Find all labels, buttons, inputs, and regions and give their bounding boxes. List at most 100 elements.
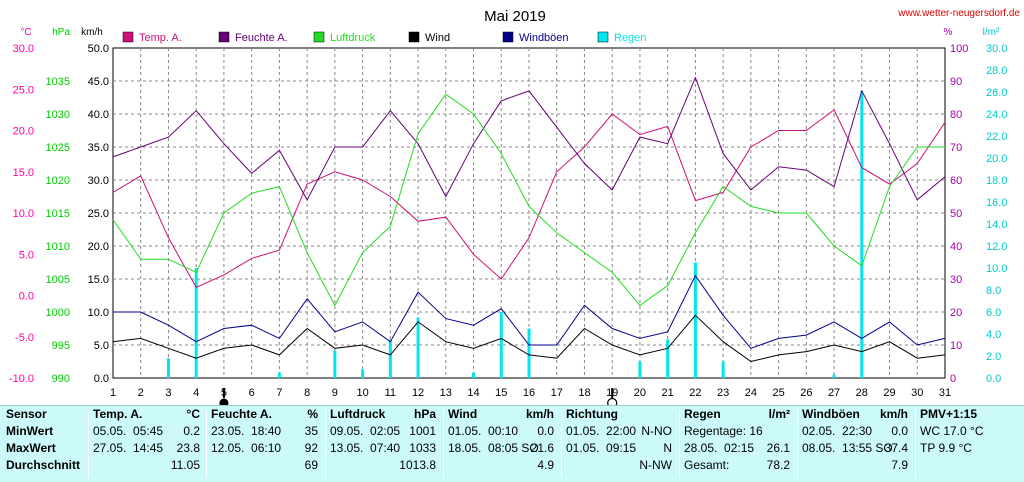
- row-label-max: MaxWert: [6, 441, 56, 455]
- axis-tick-hpa: 1035: [46, 76, 70, 88]
- x-tick-label: 26: [800, 387, 812, 399]
- axis-tick-kmh: 20.0: [88, 241, 109, 253]
- axis-tick-pct: 90: [950, 76, 962, 88]
- x-tick-label: 10: [356, 387, 368, 399]
- x-tick-label: 22: [689, 387, 701, 399]
- axis-tick-rain: 4.0: [986, 329, 1001, 341]
- gust-avg-value: 7.9: [891, 458, 908, 472]
- axis-tick-hpa: 1025: [46, 142, 70, 154]
- axis-tick-rain: 20.0: [986, 153, 1007, 165]
- press-avg-value: 1013.8: [399, 458, 436, 472]
- pmv-header: PMV+1:15: [920, 407, 978, 421]
- rain-total-label: Gesamt:: [684, 458, 730, 472]
- legend-label: Regen: [614, 32, 646, 44]
- press-unit: hPa: [413, 407, 436, 421]
- rain-bar: [860, 90, 864, 379]
- series-line-tempa: [112, 109, 946, 288]
- press-max-value: 1033: [409, 441, 436, 455]
- x-tick-label: 31: [939, 387, 951, 399]
- dir-max-date: 01.05.: [566, 441, 600, 455]
- legend-label: Temp. A.: [139, 32, 182, 44]
- axis-tick-hpa: 1000: [46, 307, 70, 319]
- axis-tick-temp: 30.0: [13, 43, 34, 55]
- gust-max-date: 08.05.: [802, 441, 836, 455]
- weather-chart: Mai 2019 www.wetter-neugersdorf.de 12345…: [8, 8, 1021, 405]
- dir-min-value: N-NO: [641, 424, 672, 438]
- axis-tick-rain: 2.0: [986, 351, 1001, 363]
- temp-max-date: 27.05.: [93, 441, 127, 455]
- legend-label: Wind: [425, 32, 450, 44]
- rain-bar: [416, 317, 420, 378]
- rain-bar: [194, 268, 198, 378]
- dir-min-time: 22:00: [606, 424, 637, 438]
- hum-avg-value: 69: [304, 458, 318, 472]
- gust-stats: Windböen km/h 02.05. 22:30 0.0 08.05. 13:5…: [802, 406, 912, 482]
- axis-tick-hpa: 1030: [46, 109, 70, 121]
- wind-max-date: 18.05.: [448, 441, 482, 455]
- x-tick-label: 28: [856, 387, 868, 399]
- axis-tick-temp: -10.0: [9, 373, 34, 385]
- rain-bar: [472, 372, 476, 378]
- series-line-feuchtea: [112, 76, 946, 201]
- temp-min-time: 05:45: [133, 424, 164, 438]
- temp-min-value: 0.2: [183, 424, 200, 438]
- source-link[interactable]: www.wetter-neugersdorf.de: [897, 8, 1020, 19]
- legend-label: Feuchte A.: [235, 32, 288, 44]
- series-line-luftdruck: [112, 93, 945, 307]
- rain-days: Regentage: 16: [684, 424, 763, 438]
- axis-tick-hpa: 1020: [46, 175, 70, 187]
- gust-min-date: 02.05.: [802, 424, 836, 438]
- pressure-stats: Luftdruck hPa 09.05. 02:05 1001 13.05. 07:…: [330, 406, 440, 482]
- rain-unit: l/m²: [768, 407, 790, 421]
- direction-stats: Richtung 01.05. 22:00 N-NO 01.05. 09:15 N …: [566, 406, 676, 482]
- new-moon-icon: [219, 398, 229, 405]
- dir-max-time: 09:15: [606, 441, 637, 455]
- press-min-time: 02:05: [370, 424, 401, 438]
- axis-tick-rain: 24.0: [986, 109, 1007, 121]
- axis-tick-pct: 80: [950, 109, 962, 121]
- row-label-avg: Durchschnitt: [6, 458, 81, 472]
- axis-tick-pct: 30: [950, 274, 962, 286]
- wind-header: Wind: [448, 407, 478, 421]
- wind-max-value: 21.6: [530, 441, 554, 455]
- temp-max-value: 23.8: [176, 441, 200, 455]
- axis-tick-rain: 30.0: [986, 43, 1007, 55]
- rain-bar: [277, 372, 281, 378]
- hum-min-date: 23.05.: [211, 424, 245, 438]
- press-header: Luftdruck: [330, 407, 386, 421]
- axis-tick-pct: 70: [950, 142, 962, 154]
- x-tick-label: 8: [304, 387, 310, 399]
- axis-unit-kmh: km/h: [81, 27, 103, 38]
- gust-max-value: 37.4: [884, 441, 908, 455]
- axis-tick-kmh: 10.0: [88, 307, 109, 319]
- legend-swatch: [122, 31, 134, 43]
- axis-tick-kmh: 40.0: [88, 109, 109, 121]
- press-min-value: 1001: [409, 424, 436, 438]
- axis-unit-rain: l/m²: [983, 27, 1000, 38]
- axis-tick-temp: 15.0: [13, 167, 34, 179]
- pmv-tp: TP 9.9 °C: [920, 441, 972, 455]
- x-tick-label: 9: [332, 387, 338, 399]
- axis-tick-kmh: 50.0: [88, 43, 109, 55]
- press-min-date: 09.05.: [330, 424, 364, 438]
- x-tick-label: 17: [551, 387, 563, 399]
- rain-bar: [638, 361, 642, 378]
- x-tick-label: 15: [495, 387, 507, 399]
- x-tick-label: 27: [828, 387, 840, 399]
- axis-tick-hpa: 995: [52, 340, 70, 352]
- axis-tick-hpa: 1010: [46, 241, 70, 253]
- pmv-wc: WC 17.0 °C: [920, 424, 984, 438]
- gust-min-time: 22:30: [842, 424, 873, 438]
- hum-unit: %: [307, 407, 318, 421]
- full-moon-icon: [607, 397, 618, 405]
- axis-tick-rain: 0.0: [986, 373, 1001, 385]
- x-tick-label: 4: [193, 387, 199, 399]
- axis-tick-rain: 8.0: [986, 285, 1001, 297]
- legend-swatch: [597, 31, 609, 43]
- hum-max-time: 06:10: [251, 441, 282, 455]
- axis-tick-pct: 20: [950, 307, 962, 319]
- rain-total-value: 78.2: [766, 458, 790, 472]
- axis-tick-kmh: 25.0: [88, 208, 109, 220]
- gust-max-time: 13:55: [842, 441, 873, 455]
- legend-label: Windböen: [519, 32, 569, 44]
